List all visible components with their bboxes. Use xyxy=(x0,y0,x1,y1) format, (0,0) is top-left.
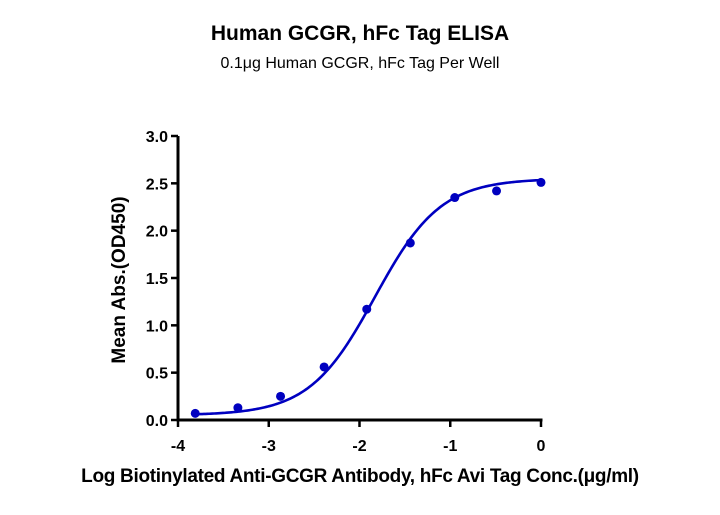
x-tick-label: -1 xyxy=(443,438,457,455)
y-tick-label: 0.0 xyxy=(146,413,168,430)
chart-subtitle: 0.1μg Human GCGR, hFc Tag Per Well xyxy=(220,55,500,72)
data-point xyxy=(536,177,546,187)
x-tick-label: -2 xyxy=(352,438,366,455)
data-points xyxy=(190,177,546,418)
y-tick-label: 1.5 xyxy=(146,271,168,288)
chart-title: Human GCGR, hFc Tag ELISA xyxy=(210,22,510,45)
data-point xyxy=(233,403,243,413)
y-tick-label: 2.0 xyxy=(146,224,168,241)
fit-curve xyxy=(195,178,542,416)
data-point xyxy=(492,186,502,196)
y-tick-label: 0.5 xyxy=(146,366,168,383)
axes: 0.0 0.5 1.0 1.5 2.0 2.5 3.0 -4 -3 -2 -1 0 xyxy=(146,129,546,455)
data-point xyxy=(276,391,286,401)
sigmoid-fit-line xyxy=(195,178,542,416)
data-point xyxy=(405,238,415,248)
x-tick-label: -3 xyxy=(262,438,276,455)
data-point xyxy=(450,193,460,203)
data-point xyxy=(190,408,200,418)
data-point xyxy=(362,304,372,314)
data-point xyxy=(319,362,329,372)
x-tick-label: -4 xyxy=(171,438,185,455)
y-tick-label: 3.0 xyxy=(146,129,168,146)
y-tick-label: 2.5 xyxy=(146,176,168,193)
y-tick-label: 1.0 xyxy=(146,318,168,335)
x-tick-label: 0 xyxy=(537,438,546,455)
x-axis-label: Log Biotinylated Anti-GCGR Antibody, hFc… xyxy=(81,466,639,487)
